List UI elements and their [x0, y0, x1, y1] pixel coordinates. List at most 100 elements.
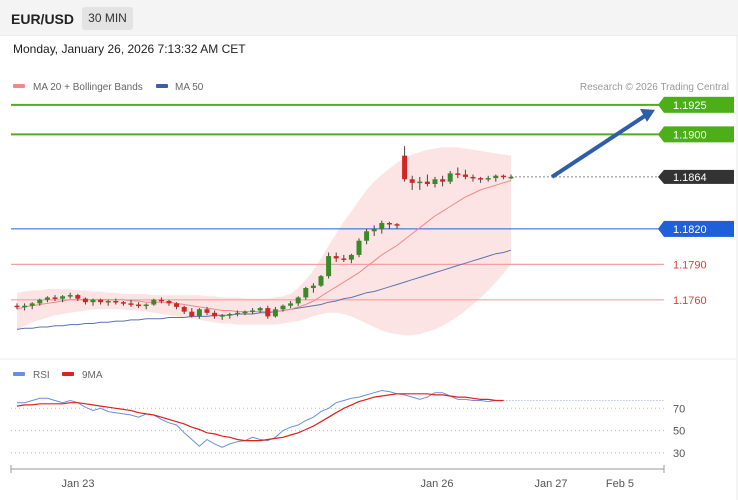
candle-down	[386, 223, 392, 225]
candle-down	[174, 303, 180, 307]
forecast-arrow-shaft	[550, 114, 647, 179]
rsi-legend-label: RSI	[33, 370, 50, 381]
candle-up	[493, 175, 499, 179]
right-edge-strip	[736, 36, 738, 500]
candle-up	[295, 297, 301, 304]
candle-down	[113, 301, 119, 303]
target-level-tag-pointer	[658, 96, 664, 113]
candle-up	[151, 299, 157, 305]
pivot-level-tag	[664, 220, 734, 237]
candle-up	[219, 315, 225, 317]
candle-down	[409, 179, 415, 183]
candle-up	[348, 254, 354, 260]
candle-down	[128, 303, 134, 305]
rsi-tick-label: 70	[673, 403, 685, 415]
candle-up	[29, 303, 35, 306]
forecast-arrow-head	[640, 108, 655, 122]
candle-up	[326, 256, 332, 277]
target-level-tag-pointer	[658, 126, 664, 143]
rsi-line	[17, 389, 504, 448]
timeframe-button[interactable]: 30 MIN	[82, 7, 133, 30]
candle-down	[204, 309, 210, 313]
candle-down	[478, 178, 484, 180]
current-price-label: 1.1864	[673, 172, 707, 184]
candle-down	[158, 299, 164, 302]
candle-up	[310, 285, 316, 288]
candle-up	[37, 299, 43, 304]
candle-up	[44, 297, 50, 300]
candle-up	[272, 309, 278, 317]
candle-up	[303, 288, 309, 298]
candle-up	[371, 228, 377, 232]
candle-down	[500, 175, 506, 178]
ma9-legend-label: 9MA	[82, 370, 103, 381]
candle-down	[181, 306, 187, 312]
time-axis-label: Jan 23	[61, 478, 94, 490]
candle-up	[280, 305, 286, 310]
rsi-tick-label: 50	[673, 426, 685, 438]
candle-up	[364, 231, 370, 241]
candle-down	[166, 301, 172, 304]
chart-header: EUR/USD 30 MIN	[0, 0, 738, 36]
candle-up	[242, 311, 248, 314]
candle-down	[462, 174, 468, 177]
ma20-line	[16, 180, 512, 313]
ma9-legend-swatch	[62, 372, 74, 376]
candle-up	[485, 178, 491, 180]
candle-up	[379, 223, 385, 229]
candle-up	[143, 304, 149, 307]
candle-down	[75, 295, 81, 299]
ma9-line	[16, 393, 504, 442]
candle-up	[257, 308, 263, 311]
candle-up	[90, 299, 96, 303]
candle-down	[424, 181, 430, 184]
bollinger-band-area	[17, 147, 511, 336]
chart-datetime: Monday, January 26, 2026 7:13:32 AM CET	[13, 42, 246, 56]
candle-down	[120, 302, 126, 304]
pivot-level-tag-pointer	[658, 220, 664, 237]
candle-down	[341, 258, 347, 260]
candle-down	[82, 298, 88, 303]
candle-up	[22, 305, 28, 308]
candle-down	[333, 256, 339, 259]
target-level-tag	[664, 96, 734, 113]
candle-up	[67, 295, 73, 297]
ma50-line	[16, 249, 512, 330]
candle-up	[288, 303, 294, 306]
time-axis-label: Jan 27	[534, 478, 567, 490]
candle-down	[394, 224, 400, 226]
candle-up	[432, 179, 438, 184]
candle-down	[212, 312, 218, 317]
rsi-tick-label: 30	[673, 448, 685, 460]
target-level-label: 1.1925	[673, 100, 707, 112]
candle-up	[417, 181, 423, 184]
candle-down	[440, 179, 446, 182]
candle-up	[60, 296, 66, 299]
ma50-legend-label: MA 50	[175, 82, 204, 93]
candle-down	[402, 155, 408, 180]
candle-down	[189, 311, 195, 317]
candle-up	[318, 276, 324, 286]
candle-down	[98, 299, 104, 303]
candle-up	[234, 312, 240, 315]
support-level-label: 1.1790	[673, 259, 707, 271]
candle-up	[196, 309, 202, 317]
candle-up	[356, 240, 362, 255]
candle-down	[470, 176, 476, 179]
current-price-tag-pointer	[658, 169, 664, 184]
time-axis-label: Feb 5	[606, 478, 634, 490]
support-level-label: 1.1760	[673, 295, 707, 307]
candle-down	[52, 297, 58, 299]
rsi-plot: 70 50 30	[11, 389, 685, 460]
candle-up	[250, 310, 256, 312]
candle-down	[14, 305, 20, 308]
ma20-legend-label: MA 20 + Bollinger Bands	[33, 82, 143, 93]
target-level-label: 1.1900	[673, 129, 707, 141]
credit-text: Research © 2026 Trading Central	[580, 82, 729, 93]
ma20-legend-swatch	[13, 84, 25, 88]
time-axis-label: Jan 26	[420, 478, 453, 490]
time-axis-labels: Jan 23 Jan 26 Jan 27 Feb 5	[61, 478, 634, 490]
candle-down	[265, 308, 271, 317]
candle-up	[227, 314, 233, 316]
